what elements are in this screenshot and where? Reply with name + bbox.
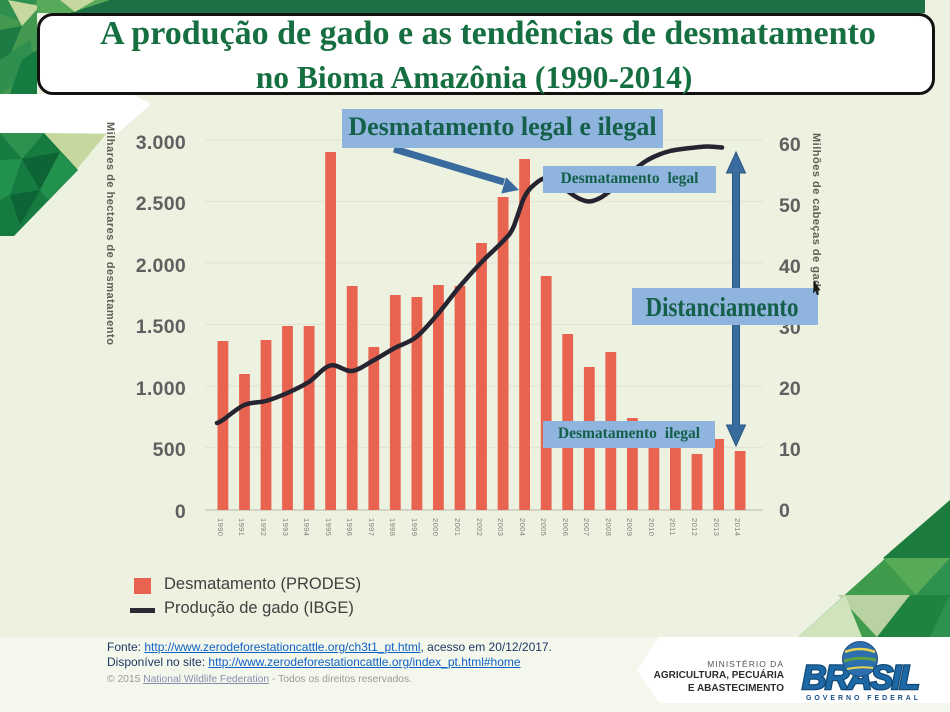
svg-text:GOVERNO FEDERAL: GOVERNO FEDERAL xyxy=(806,695,919,702)
svg-text:BRASIL: BRASIL xyxy=(802,659,920,697)
